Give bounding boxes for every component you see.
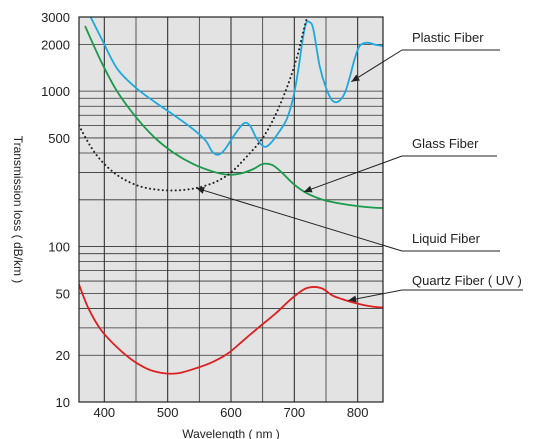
y-tick-label: 100 [48,240,70,255]
annotation-leader [351,49,403,83]
series-line-plastic-fiber [89,17,383,156]
x-tick-label: 700 [283,405,305,420]
annotation-layer: Plastic Fiber Glass Fiber Liquid Fiber Quar… [196,30,523,303]
arrowhead [351,74,360,82]
y-tick-label: 3000 [41,10,70,25]
annotation-label-glass-fiber: Glass Fiber [412,136,479,151]
y-tick-label: 500 [48,131,70,146]
x-tick-label: 800 [347,405,369,420]
y-tick-label: 10 [56,395,70,410]
x-tick-label: 500 [157,405,179,420]
annotation-leader [303,155,403,193]
series-layer [79,17,383,375]
y-tick-label: 1000 [41,84,70,99]
series-line-glass-fiber [84,25,383,209]
y-axis-label: Transmission loss ( dB/km ) [11,136,25,284]
annotation-label-plastic-fiber: Plastic Fiber [412,30,484,45]
axis-layer: 10 20 50 100 500 1000 2000 3000 400 500 600 700 800 [41,10,384,420]
annotation-label-quartz-fiber-uv: Quartz Fiber ( UV ) [412,273,522,288]
plot-frame [78,16,384,403]
x-axis-label: Wavelength ( nm ) [182,427,280,439]
arrowhead [196,187,205,194]
x-tick-label: 400 [93,405,115,420]
annotation-leader [348,289,403,301]
annotation-leader [196,187,403,252]
y-tick-label: 2000 [41,37,70,52]
y-tick-label: 20 [56,348,70,363]
arrowhead [303,185,313,193]
y-tick-label: 50 [56,286,70,301]
x-tick-label: 600 [220,405,242,420]
annotation-label-liquid-fiber: Liquid Fiber [412,231,481,246]
arrowhead [348,295,357,303]
series-line-quartz-fiber-uv [79,283,383,375]
series-line-liquid-fiber [79,17,309,192]
